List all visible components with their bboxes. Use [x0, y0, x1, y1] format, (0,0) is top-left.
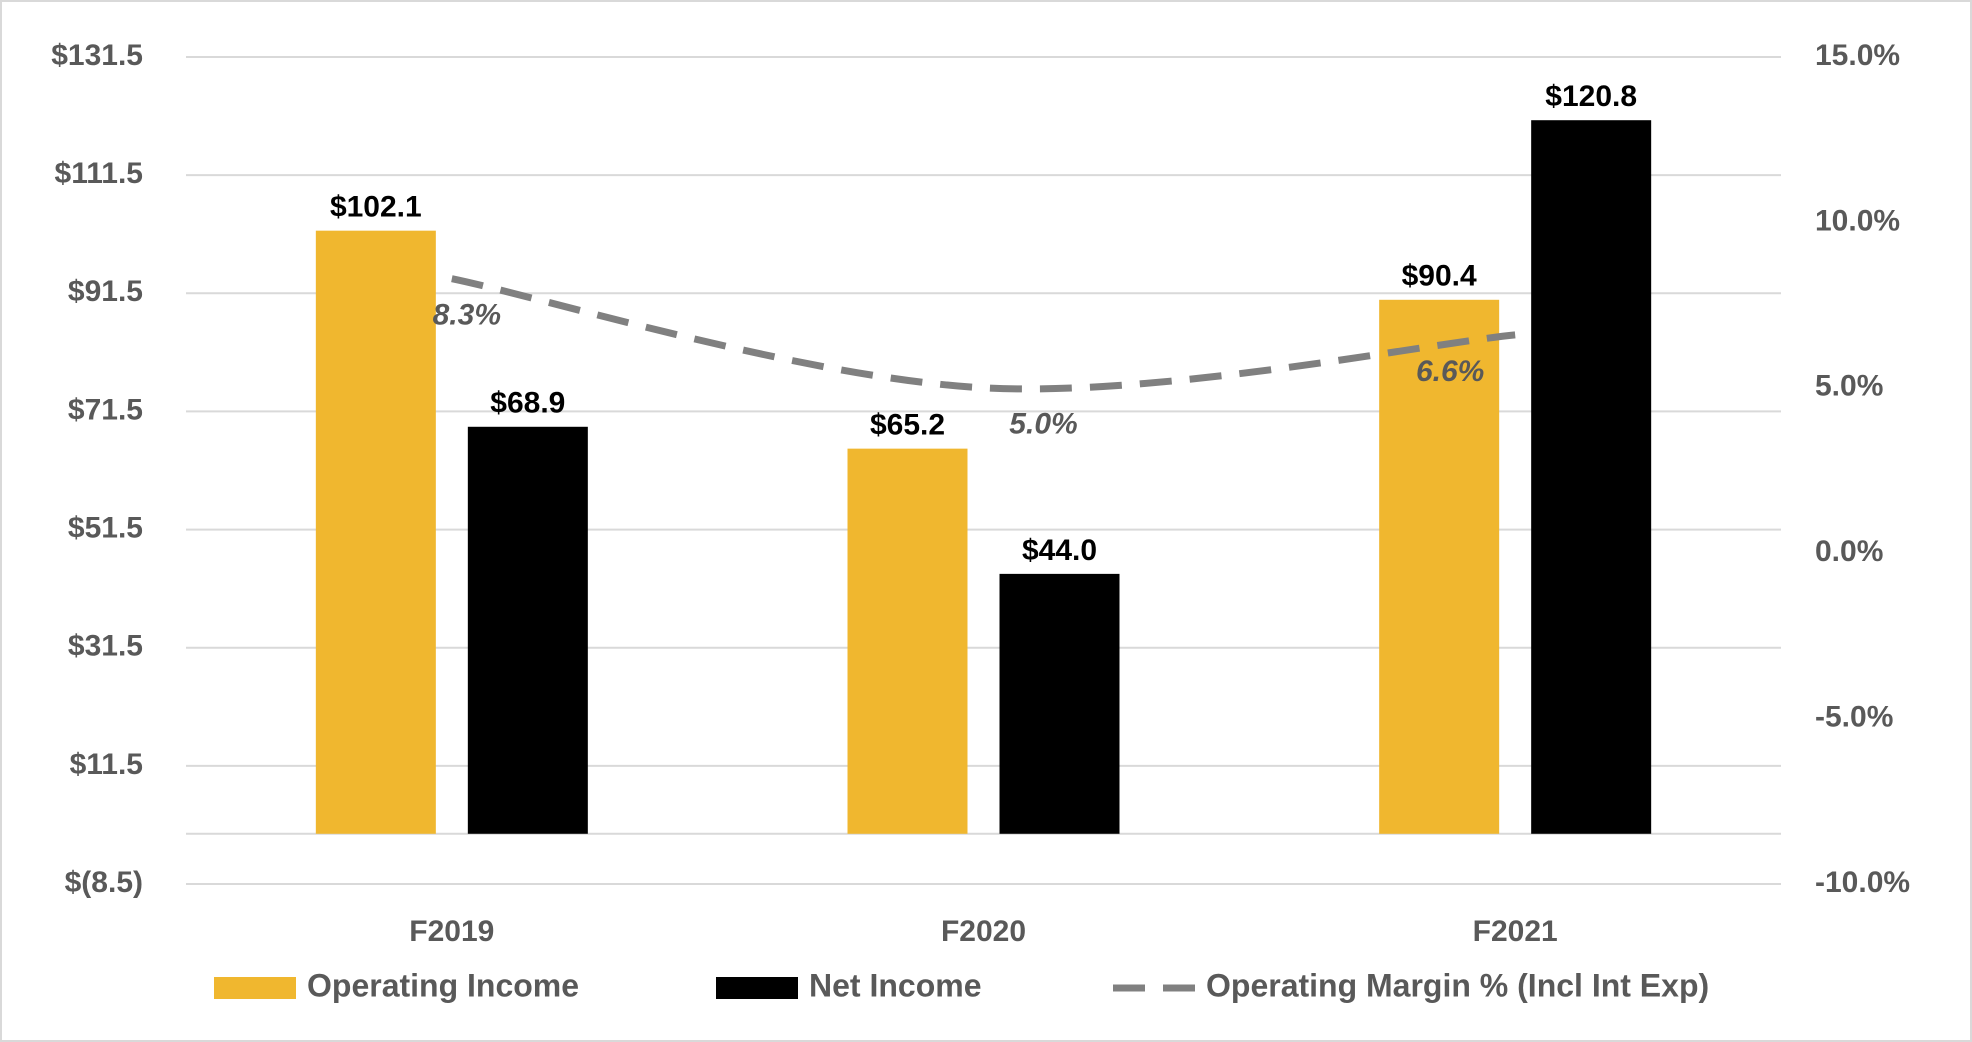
- bar: [1379, 299, 1500, 834]
- x-tick-label: F2020: [941, 915, 1026, 948]
- y-tick-label: $131.5: [51, 39, 143, 72]
- bar-value-label: $44.0: [1022, 534, 1097, 567]
- legend-label: Operating Margin % (Incl Int Exp): [1206, 967, 1709, 1003]
- legend-swatch: [214, 977, 296, 999]
- bar-value-label: $68.9: [490, 387, 565, 420]
- x-tick-label: F2019: [409, 915, 494, 948]
- y2-tick-label: 0.0%: [1815, 535, 1883, 568]
- y-tick-label: $51.5: [68, 511, 143, 544]
- line-value-label: 5.0%: [1009, 408, 1077, 441]
- legend-label: Operating Income: [307, 967, 579, 1003]
- y-tick-label: $91.5: [68, 275, 143, 308]
- legend-swatch: [716, 977, 798, 999]
- bar-value-label: $120.8: [1545, 80, 1637, 113]
- y2-tick-label: -10.0%: [1815, 866, 1910, 899]
- bar: [1531, 120, 1652, 834]
- y-tick-label: $(8.5): [65, 866, 143, 899]
- y-tick-label: $71.5: [68, 393, 143, 426]
- bar-value-label: $90.4: [1402, 260, 1477, 293]
- x-tick-label: F2021: [1473, 915, 1558, 948]
- y2-tick-label: 10.0%: [1815, 204, 1900, 237]
- bar: [467, 426, 588, 834]
- bar: [847, 448, 968, 834]
- bar: [315, 230, 436, 834]
- line-value-label: 6.6%: [1416, 355, 1484, 388]
- y-tick-label: $31.5: [68, 630, 143, 663]
- y2-tick-label: 15.0%: [1815, 39, 1900, 72]
- y2-tick-label: -5.0%: [1815, 701, 1893, 734]
- bar-value-label: $102.1: [330, 191, 422, 224]
- bar: [999, 573, 1120, 834]
- y-tick-label: $111.5: [55, 157, 143, 190]
- y-tick-label: $11.5: [70, 748, 143, 781]
- bar-value-label: $65.2: [870, 409, 945, 442]
- line-value-label: 8.3%: [433, 299, 501, 332]
- y2-tick-label: 5.0%: [1815, 370, 1883, 403]
- legend-label: Net Income: [809, 967, 981, 1003]
